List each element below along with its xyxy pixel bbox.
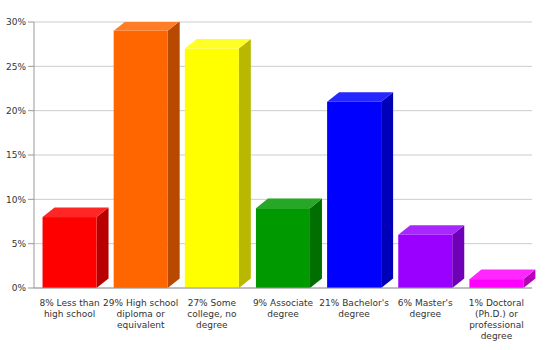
svg-text:6% Master'sdegree: 6% Master'sdegree [398,298,453,319]
svg-text:15%: 15% [8,150,26,160]
svg-text:25%: 25% [8,62,26,72]
svg-text:30%: 30% [8,17,26,27]
svg-text:20%: 20% [8,106,26,116]
svg-text:9% Associatedegree: 9% Associatedegree [253,298,314,319]
svg-text:1% Doctoral(Ph.D.) orprofessio: 1% Doctoral(Ph.D.) orprofessionaldegree [469,298,524,341]
svg-text:27% Somecollege, nodegree: 27% Somecollege, nodegree [187,298,237,330]
svg-text:21% Bachelor'sdegree: 21% Bachelor'sdegree [319,298,389,319]
svg-text:29% High schooldiploma orequiv: 29% High schooldiploma orequivalent [103,298,178,330]
svg-text:0%: 0% [12,283,27,293]
svg-text:10%: 10% [8,195,26,205]
svg-text:5%: 5% [12,239,27,249]
svg-text:8% Less thanhigh school: 8% Less thanhigh school [39,298,99,319]
